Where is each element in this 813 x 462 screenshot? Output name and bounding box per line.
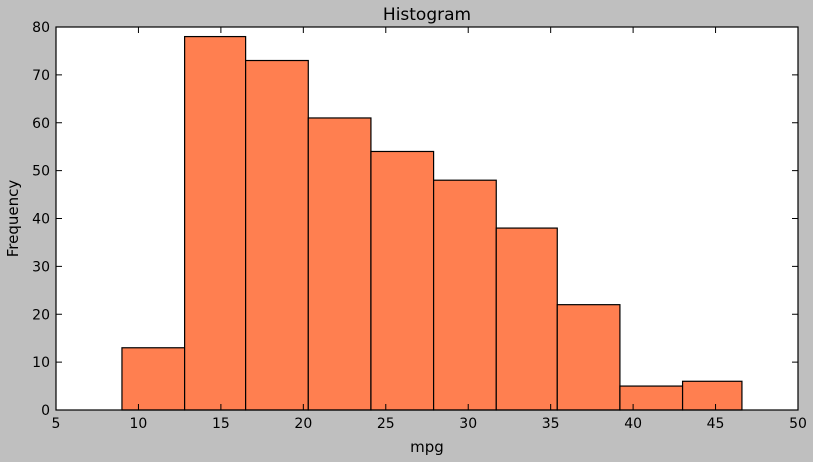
bars-group xyxy=(121,35,743,411)
y-axis-label: Frequency xyxy=(4,180,22,258)
histogram-bar xyxy=(681,380,743,411)
x-tick-label: 25 xyxy=(377,416,395,432)
y-tick-label: 10 xyxy=(32,355,50,371)
y-tick-label: 80 xyxy=(32,20,50,36)
y-axis-ticks: 0 10 20 30 40 50 60 70 80 xyxy=(32,20,798,419)
histogram-bar xyxy=(307,117,372,411)
x-tick-label: 35 xyxy=(542,416,560,432)
y-tick-label: 40 xyxy=(32,212,50,228)
histogram-bar xyxy=(370,150,435,411)
y-tick-label: 30 xyxy=(32,259,50,275)
x-tick-label: 45 xyxy=(707,416,725,432)
histogram-bar xyxy=(121,347,186,411)
chart-title: Histogram xyxy=(383,5,471,25)
histogram-bar xyxy=(556,304,621,411)
histogram-bar xyxy=(619,385,684,411)
y-tick-label: 50 xyxy=(32,164,50,180)
x-tick-label: 30 xyxy=(459,416,477,432)
x-axis-ticks: 5 10 15 20 25 30 35 40 45 50 xyxy=(52,27,807,432)
x-tick-label: 10 xyxy=(130,416,148,432)
y-tick-label: 20 xyxy=(32,307,50,323)
y-tick-label: 0 xyxy=(41,403,50,419)
y-tick-label: 60 xyxy=(32,116,50,132)
x-tick-label: 40 xyxy=(624,416,642,432)
histogram-bar xyxy=(245,59,309,411)
histogram-bar xyxy=(184,35,247,411)
histogram-bar xyxy=(495,227,558,411)
x-tick-label: 15 xyxy=(212,416,230,432)
x-tick-label: 50 xyxy=(789,416,807,432)
histogram-bar xyxy=(432,179,497,411)
x-tick-label: 5 xyxy=(52,416,61,432)
x-axis-label: mpg xyxy=(410,438,444,456)
y-tick-label: 70 xyxy=(32,68,50,84)
x-tick-label: 20 xyxy=(294,416,312,432)
